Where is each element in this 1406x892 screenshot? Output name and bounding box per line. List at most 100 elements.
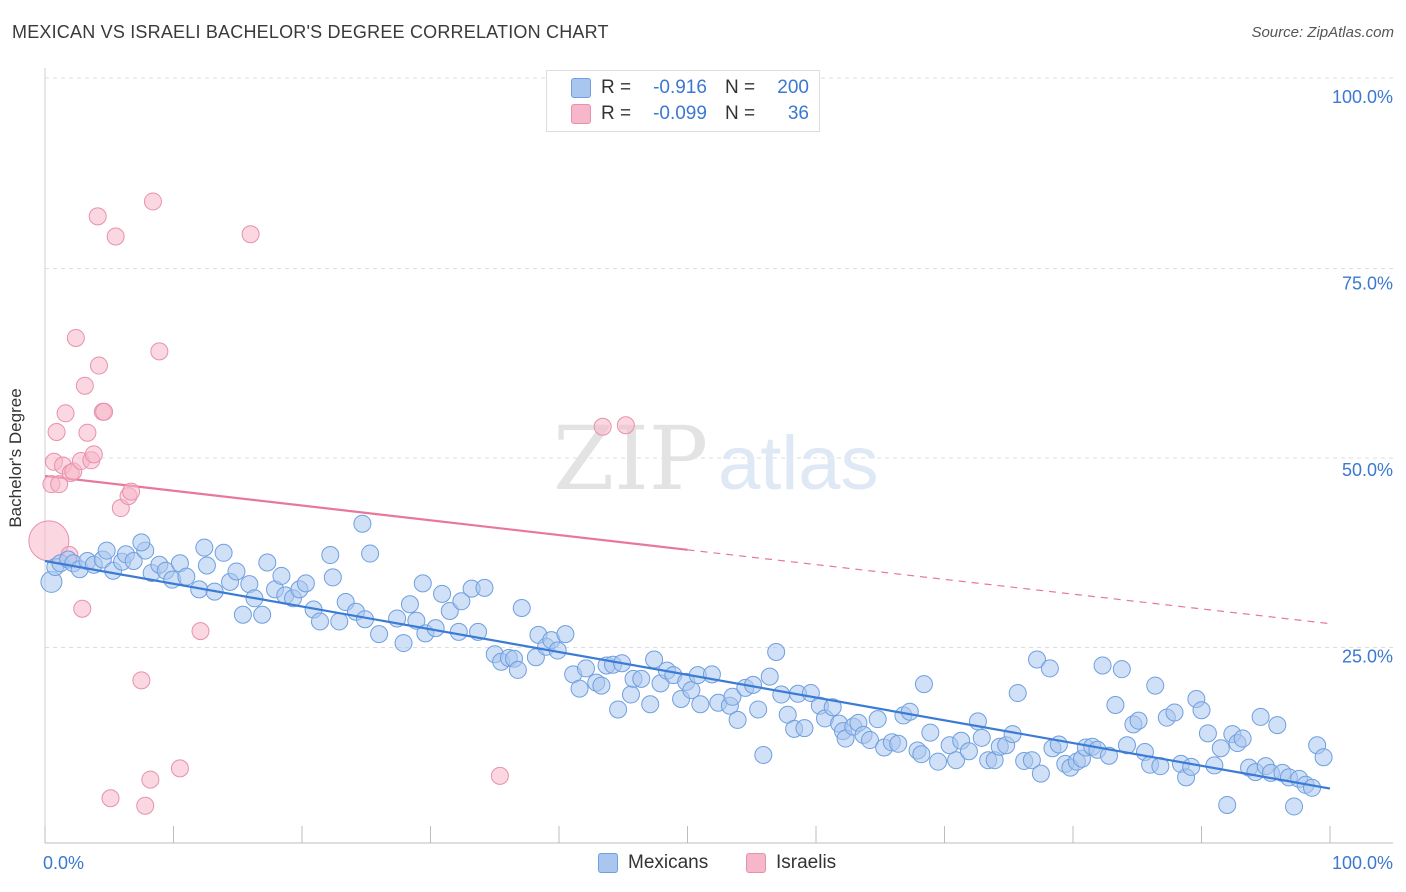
mexicans-point — [227, 562, 246, 581]
mexicans-point — [1314, 748, 1333, 767]
israelis-point — [78, 423, 97, 442]
mexicans-point — [1285, 797, 1304, 816]
legend-n-label: N = — [725, 77, 756, 98]
series-legend: Mexicans Israelis — [0, 852, 1406, 876]
mexicans-point — [400, 595, 419, 614]
mexicans-point — [570, 679, 589, 698]
mexicans-point — [1268, 716, 1287, 735]
mexicans-point — [947, 751, 966, 770]
mexicans-point — [330, 612, 349, 631]
israelis-point — [593, 417, 612, 436]
legend-row-mexicans: R = -0.916 N = 200 — [571, 76, 809, 100]
legend-n-label: N = — [725, 103, 756, 124]
tick-labels: 25.0% 50.0% 75.0% 100.0% 0.0% 100.0% — [43, 87, 1393, 873]
mexicans-point — [728, 710, 747, 729]
legend-r-label: R = — [601, 77, 632, 98]
legend-row-israelis: R = -0.099 N = 36 — [571, 102, 809, 126]
israelis-point — [141, 770, 160, 789]
mexicans-point — [1028, 650, 1047, 669]
mexicans-point — [323, 568, 342, 587]
mexicans-point — [749, 700, 768, 719]
mexicans-point — [272, 566, 291, 585]
mexicans-point — [214, 543, 233, 562]
mexicans-point — [1022, 751, 1041, 770]
mexicans-point — [1112, 660, 1131, 679]
mexicans-point — [1040, 659, 1059, 678]
legend-r-label: R = — [601, 103, 632, 124]
israelis-point — [191, 622, 210, 641]
mexicans-point — [609, 700, 628, 719]
mexicans-point — [912, 745, 931, 764]
israelis-point — [47, 422, 66, 441]
israelis-point — [84, 445, 103, 464]
mexicans-point — [233, 605, 252, 624]
mexicans-point — [900, 702, 919, 721]
mexicans-point — [132, 533, 151, 552]
mexicans-point — [959, 742, 978, 761]
source-credit: Source: ZipAtlas.com — [1251, 24, 1394, 41]
israelis-point — [95, 402, 114, 421]
mexicans-point — [754, 745, 773, 764]
mexicans-point — [1218, 795, 1237, 814]
mexicans-point — [353, 514, 372, 533]
israelis-point — [136, 796, 155, 815]
mexicans-point — [760, 667, 779, 686]
mexicans-point — [1211, 739, 1230, 758]
mexicans-point — [310, 612, 329, 631]
mexicans-point — [641, 695, 660, 714]
israelis-legend-swatch — [746, 853, 766, 873]
mexicans-point — [1165, 703, 1184, 722]
mexicans-legend-swatch — [598, 853, 618, 873]
legend-r-value: -0.099 — [653, 103, 707, 124]
mexicans-point — [512, 599, 531, 618]
y-tick-label: 50.0% — [1342, 460, 1393, 480]
mexicans-trendline — [44, 559, 1331, 790]
mexicans-point — [929, 752, 948, 771]
mexicans-point — [691, 695, 710, 714]
mexicans-point — [868, 710, 887, 729]
israelis-point — [241, 225, 260, 244]
mexicans-point — [97, 541, 116, 560]
mexicans-point — [475, 578, 494, 597]
mexicans-point — [370, 625, 389, 644]
mexicans-point — [772, 685, 791, 704]
mexicans-point — [556, 625, 575, 644]
israelis-point — [150, 342, 169, 361]
chart-title: MEXICAN VS ISRAELI BACHELOR'S DEGREE COR… — [12, 22, 609, 42]
axes — [44, 68, 1393, 844]
mexicans-point — [682, 681, 701, 700]
legend-n-value: 200 — [777, 77, 809, 98]
mexicans-point — [767, 643, 786, 662]
mexicans-point — [795, 719, 814, 738]
mexicans-point — [433, 584, 452, 603]
mexicans-point — [449, 622, 468, 641]
mexicans-point — [1008, 684, 1027, 703]
israelis-point — [616, 416, 635, 435]
legend-label-israelis: Israelis — [776, 852, 837, 873]
mexicans-point — [1182, 757, 1201, 776]
gridlines — [45, 77, 1393, 648]
legend-r-value: -0.916 — [653, 77, 707, 98]
mexicans-point — [321, 546, 340, 565]
mexicans-point — [394, 634, 413, 653]
mexicans-point — [440, 601, 459, 620]
mexicans-point — [508, 660, 527, 679]
mexicans-point — [361, 544, 380, 563]
mexicans-point — [413, 574, 432, 593]
israelis-trendline-dashed — [687, 549, 1331, 625]
mexicans-point — [197, 556, 216, 575]
mexicans-point — [258, 553, 277, 572]
mexicans-point — [576, 659, 595, 678]
israelis-trendline — [44, 474, 1331, 625]
mexicans-point — [1031, 764, 1050, 783]
israelis-point — [89, 356, 108, 375]
y-tick-label: 100.0% — [1332, 87, 1393, 107]
israelis-point — [106, 227, 125, 246]
mexicans-point — [972, 728, 991, 747]
legend-item-israelis: Israelis — [746, 852, 836, 874]
legend-label-mexicans: Mexicans — [628, 852, 709, 873]
watermark: ZIP atlas — [553, 407, 879, 510]
mexicans-point — [195, 538, 214, 557]
mexicans-point — [1106, 695, 1125, 714]
